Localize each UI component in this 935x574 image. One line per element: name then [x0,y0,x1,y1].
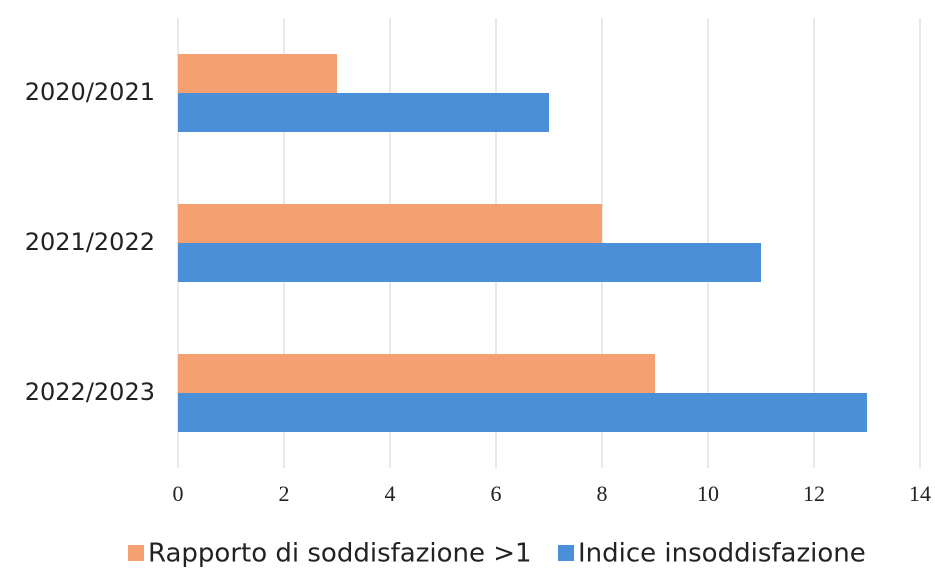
x-tick-label: 10 [697,481,719,506]
legend-label: Rapporto di soddisfazione >1 [148,539,532,569]
x-tick-label: 12 [803,481,825,506]
bar [178,243,761,282]
legend-label: Indice insoddisfazione [578,539,866,569]
bar [178,354,655,393]
y-tick-label: 2022/2023 [25,378,155,406]
x-tick-label: 0 [173,481,184,506]
x-tick-label: 14 [909,481,931,506]
x-tick-label: 8 [597,481,608,506]
bar [178,393,867,432]
bar [178,54,337,93]
y-tick-label: 2021/2022 [25,228,155,256]
legend-swatch [558,545,574,561]
bar [178,93,549,132]
x-tick-label: 6 [491,481,502,506]
bar [178,204,602,243]
legend-swatch [128,545,144,561]
x-tick-label: 2 [279,481,290,506]
y-tick-label: 2020/2021 [25,78,155,106]
x-tick-label: 4 [385,481,396,506]
